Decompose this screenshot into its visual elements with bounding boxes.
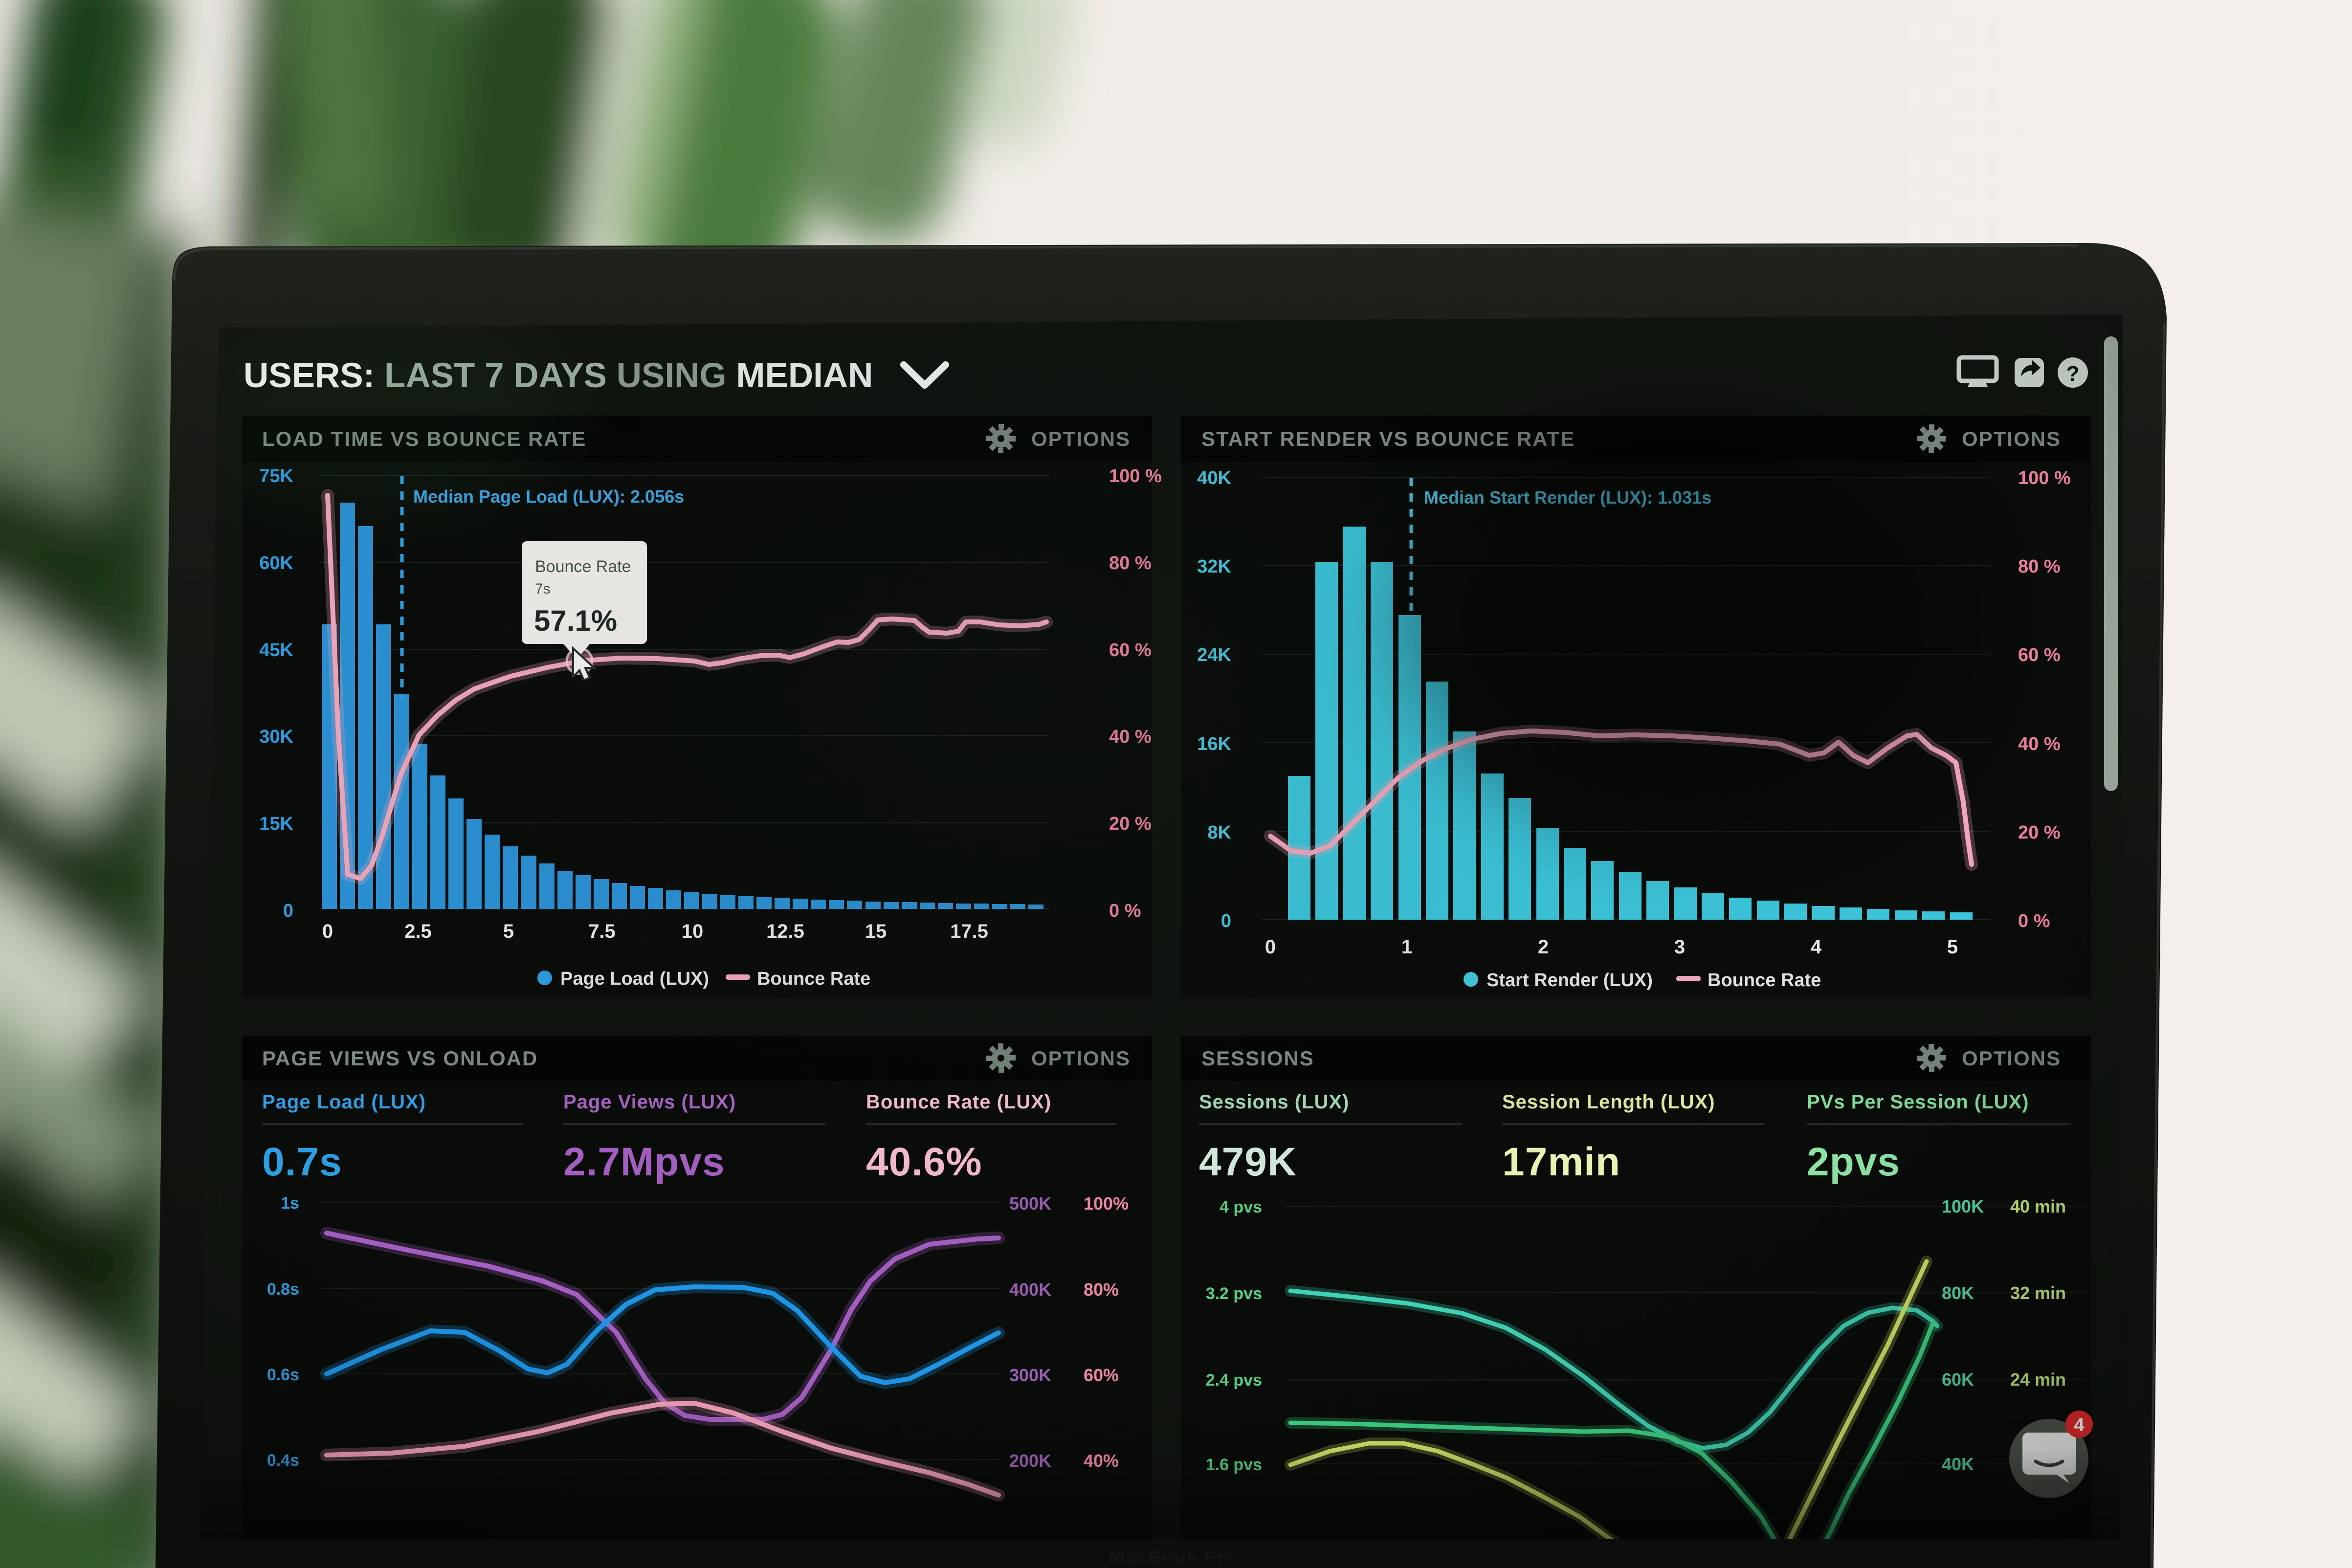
svg-text:MacBook Pro: MacBook Pro — [1109, 1547, 1239, 1568]
